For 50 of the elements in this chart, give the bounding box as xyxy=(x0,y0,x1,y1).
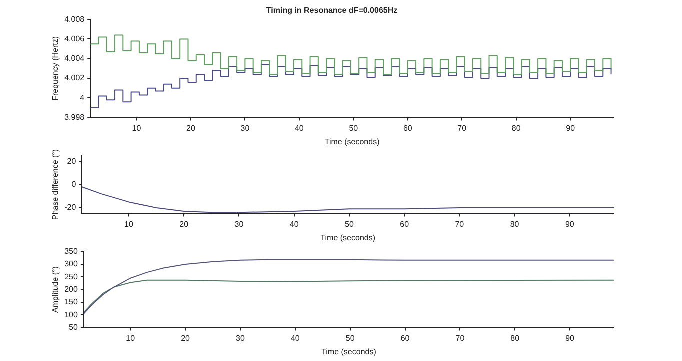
y-tick-label: 4.006 xyxy=(64,34,86,44)
y-tick-label: 100 xyxy=(64,310,78,320)
x-tick-label: 20 xyxy=(181,334,191,343)
x-tick-label: 70 xyxy=(458,124,468,133)
x-tick-label: 20 xyxy=(186,124,196,133)
x-tick-label: 80 xyxy=(512,124,522,133)
x-axis-title: Time (seconds) xyxy=(324,137,380,146)
x-tick-label: 30 xyxy=(240,124,250,133)
y-tick-label: 20 xyxy=(67,156,77,166)
x-tick-label: 80 xyxy=(510,220,520,229)
y-tick-label: 3.998 xyxy=(64,113,86,122)
y-axis-title: Phase difference (°) xyxy=(51,149,60,220)
x-tick-label: 70 xyxy=(455,220,465,229)
chart-title: Timing in Resonance dF=0.0065Hz xyxy=(266,6,398,16)
y-tick-label: 4 xyxy=(80,93,86,102)
y-tick-label: 350 xyxy=(64,247,78,256)
x-tick-label: 40 xyxy=(290,220,300,229)
y-axis-title: Amplitude (°) xyxy=(51,266,60,313)
x-axis-title: Time (seconds) xyxy=(322,347,377,356)
y-tick-label: 4.008 xyxy=(64,14,86,24)
x-tick-label: 10 xyxy=(126,334,136,343)
y-tick-label: 250 xyxy=(64,272,78,282)
y-tick-label: 4.004 xyxy=(64,54,86,64)
x-tick-label: 80 xyxy=(510,334,520,343)
x-tick-label: 30 xyxy=(236,334,246,343)
x-axis-title: Time (seconds) xyxy=(320,233,376,242)
x-tick-label: 60 xyxy=(403,124,413,133)
y-tick-label: 150 xyxy=(64,298,78,307)
x-tick-label: 10 xyxy=(124,220,134,229)
x-tick-label: 40 xyxy=(294,124,304,133)
x-tick-label: 50 xyxy=(346,334,356,343)
x-tick-label: 60 xyxy=(400,334,410,343)
x-tick-label: 60 xyxy=(400,220,410,229)
y-tick-label: 50 xyxy=(69,323,78,332)
x-tick-label: 30 xyxy=(234,220,244,229)
x-tick-label: 40 xyxy=(290,334,300,343)
y-tick-label: 300 xyxy=(64,260,78,269)
y-tick-label: -20 xyxy=(64,203,77,212)
x-tick-label: 50 xyxy=(349,124,359,133)
x-tick-label: 90 xyxy=(566,334,576,343)
y-tick-label: 4.002 xyxy=(64,74,86,83)
x-tick-label: 50 xyxy=(345,220,354,229)
x-tick-label: 20 xyxy=(180,220,190,229)
x-tick-label: 10 xyxy=(132,124,142,133)
x-tick-label: 90 xyxy=(565,220,575,229)
y-axis-title: Frequency (Hertz) xyxy=(51,36,60,101)
y-tick-label: 0 xyxy=(72,180,77,190)
y-tick-label: 200 xyxy=(64,285,78,294)
x-tick-label: 70 xyxy=(456,334,466,343)
x-tick-label: 90 xyxy=(566,124,576,133)
